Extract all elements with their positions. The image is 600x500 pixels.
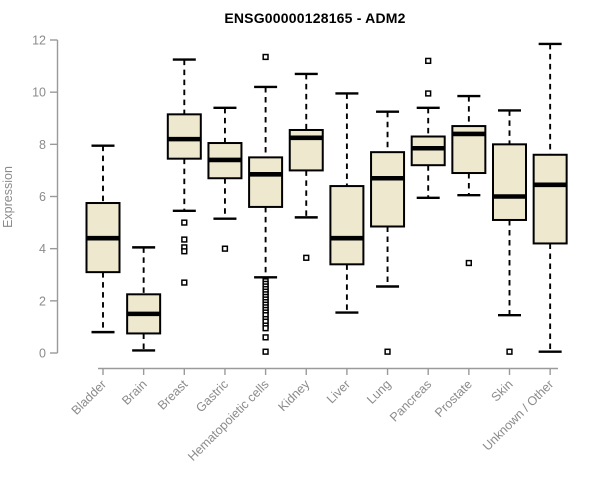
outlier-point xyxy=(181,279,188,286)
outlier-point xyxy=(506,348,513,355)
y-tick-label: 0 xyxy=(39,347,46,361)
y-tick-label: 4 xyxy=(39,242,46,256)
iqr-box xyxy=(329,185,365,266)
x-category-label-liver: Liver xyxy=(324,377,353,406)
iqr-box xyxy=(370,151,406,228)
outlier-point xyxy=(221,245,229,252)
boxplot-bladder xyxy=(85,144,121,334)
boxplot-brain xyxy=(126,246,162,352)
chart-title: ENSG00000128165 - ADM2 xyxy=(224,10,406,26)
iqr-box xyxy=(248,156,284,208)
boxplot-kidney xyxy=(288,72,324,261)
iqr-box xyxy=(532,153,568,245)
y-tick-label: 6 xyxy=(39,190,46,204)
outlier-point xyxy=(262,325,269,332)
y-tick-label: 12 xyxy=(32,34,46,48)
iqr-box xyxy=(492,143,527,221)
boxplot-breast xyxy=(166,58,202,286)
x-category-label-hematopoietic-cells: Hematopoietic cells xyxy=(185,377,272,464)
y-tick-label: 10 xyxy=(32,86,46,100)
y-tick-label: 8 xyxy=(39,138,46,152)
y-tick-label: 2 xyxy=(39,294,46,308)
iqr-box xyxy=(410,135,446,167)
x-category-label-skin: Skin xyxy=(489,377,516,404)
iqr-box xyxy=(166,113,202,160)
boxplot-prostate xyxy=(451,94,487,267)
outlier-point xyxy=(425,57,432,65)
outlier-point xyxy=(262,334,269,341)
outlier-point xyxy=(181,248,188,255)
x-category-label-bladder: Bladder xyxy=(69,377,109,417)
x-category-label-pancreas: Pancreas xyxy=(387,377,434,424)
x-category-label-prostate: Prostate xyxy=(432,377,475,420)
outlier-point xyxy=(384,348,391,355)
boxplot-skin xyxy=(492,109,527,355)
boxplot-liver xyxy=(329,92,365,314)
boxplot-pancreas xyxy=(410,57,446,200)
outlier-point xyxy=(303,254,310,261)
outlier-point xyxy=(262,348,269,355)
boxplot-unknown-other xyxy=(532,42,568,353)
x-category-label-gastric: Gastric xyxy=(193,377,231,415)
outlier-point xyxy=(425,90,432,97)
x-category-label-breast: Breast xyxy=(155,377,191,413)
x-category-label-brain: Brain xyxy=(119,377,150,408)
boxplot-lung xyxy=(370,110,406,355)
outlier-point xyxy=(181,219,188,226)
x-category-label-lung: Lung xyxy=(364,377,394,407)
boxplot-hematopoietic-cells xyxy=(248,53,284,355)
x-category-label-kidney: Kidney xyxy=(275,377,312,414)
outlier-point xyxy=(181,236,188,243)
outlier-point xyxy=(262,53,269,61)
outlier-point xyxy=(465,259,473,267)
boxplot-gastric xyxy=(207,106,243,252)
x-category-label-unknown-other: Unknown / Other xyxy=(480,377,556,453)
